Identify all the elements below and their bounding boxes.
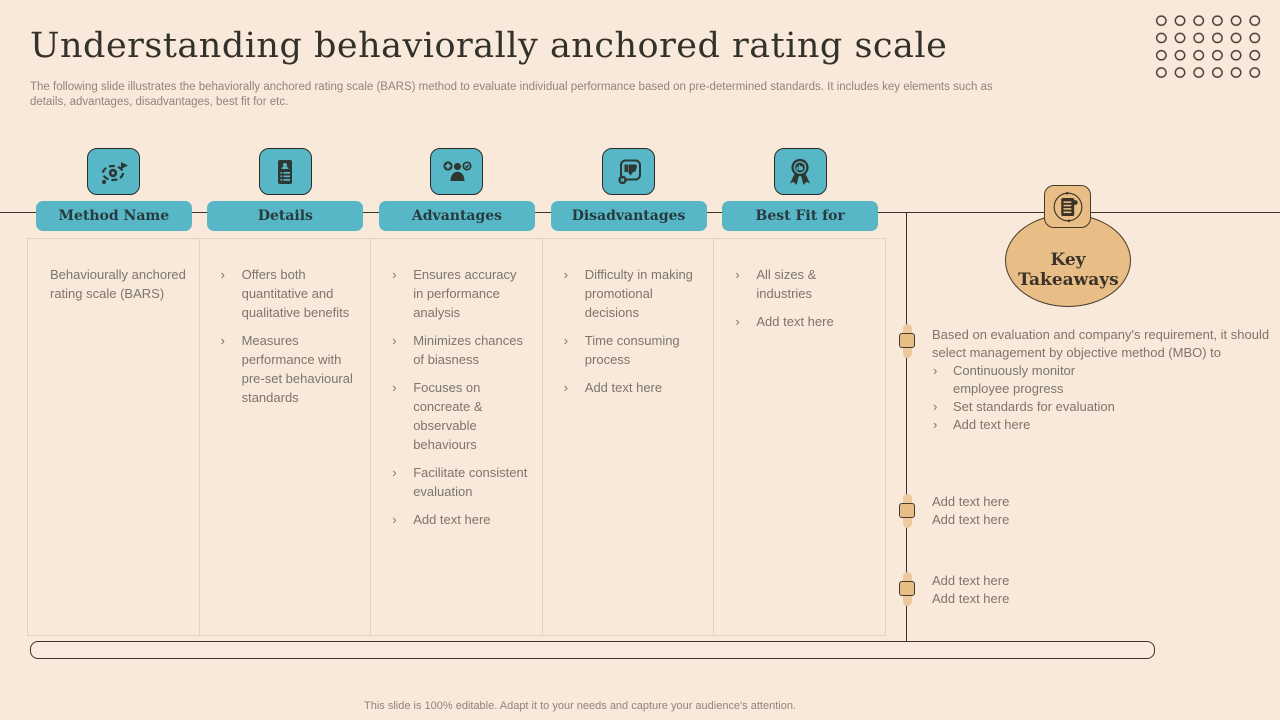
timeline-vertical-line [906, 213, 907, 642]
best-fit-award-icon [773, 148, 827, 195]
takeaway-line[interactable]: Add text here [932, 591, 1010, 606]
takeaway-line[interactable]: Add text here [932, 512, 1010, 527]
column-head-advantages: Advantages [371, 148, 543, 231]
cell-advantages: Ensures accuracy in performance analysis… [371, 239, 543, 635]
disadvantage-item[interactable]: Add text here [555, 378, 702, 397]
takeaway-intro: Based on evaluation and company's requir… [932, 327, 1270, 360]
column-header-method-name[interactable]: Method Name [35, 201, 192, 231]
disadvantages-thumbs-down-icon [602, 148, 656, 195]
bars-comparison-table: Behaviourally anchored rating scale (BAR… [27, 238, 886, 636]
cell-method-name: Behaviourally anchored rating scale (BAR… [28, 239, 200, 635]
column-header-advantages[interactable]: Advantages [378, 201, 535, 231]
takeaway-line[interactable]: Add text here [932, 494, 1010, 509]
takeaway-bullet: Continuously monitor employee progress [932, 362, 1270, 398]
takeaway-bullet: Set standards for evaluation [932, 398, 1270, 416]
advantage-item: Facilitate consistent evaluation [383, 463, 530, 501]
cell-disadvantages: Difficulty in making promotional decisio… [543, 239, 715, 635]
advantages-person-icon [430, 148, 484, 195]
detail-item: Measures performance with pre-set behavi… [212, 331, 359, 407]
column-header-disadvantages[interactable]: Disadvantages [550, 201, 707, 231]
disadvantage-item: Difficulty in making promotional decisio… [555, 265, 702, 322]
column-header-details[interactable]: Details [207, 201, 364, 231]
advantage-item: Ensures accuracy in performance analysis [383, 265, 530, 322]
disadvantage-item: Time consuming process [555, 331, 702, 369]
takeaway-bullet[interactable]: Add text here [932, 416, 1270, 434]
key-takeaways-circle: Key Takeaways [1005, 214, 1131, 307]
column-head-method: Method Name [28, 148, 200, 231]
cell-best-fit-for: All sizes & industries Add text here [714, 239, 885, 635]
slide-subtitle: The following slide illustrates the beha… [30, 81, 993, 108]
takeaway-section-1: Based on evaluation and company's requir… [932, 326, 1270, 434]
best-fit-item[interactable]: Add text here [726, 312, 873, 331]
method-name-value: Behaviourally anchored rating scale (BAR… [50, 267, 186, 301]
takeaway-section-2: Add text here Add text here [932, 493, 1270, 529]
column-head-disadvantages: Disadvantages [543, 148, 715, 231]
key-takeaways-title: Key Takeaways [1018, 249, 1119, 290]
bottom-scroll-bar[interactable] [30, 641, 1155, 659]
decorative-dots-grid [1152, 12, 1264, 81]
page-title: Understanding behaviorally anchored rati… [30, 26, 948, 66]
advantage-item: Minimizes chances of biasness [383, 331, 530, 369]
advantage-item[interactable]: Add text here [383, 510, 530, 529]
details-document-icon [258, 148, 312, 195]
column-head-details: Details [200, 148, 372, 231]
best-fit-item: All sizes & industries [726, 265, 873, 303]
takeaway-line[interactable]: Add text here [932, 573, 1010, 588]
process-cycle-icon [87, 148, 141, 195]
takeaway-section-3: Add text here Add text here [932, 572, 1270, 608]
editable-note: This slide is 100% editable. Adapt it to… [364, 700, 796, 712]
column-header-band: Method Name Details [28, 148, 886, 231]
notes-document-icon [1044, 185, 1091, 228]
column-head-best-fit: Best Fit for [714, 148, 886, 231]
cell-details: Offers both quantitative and qualitative… [200, 239, 372, 635]
advantage-item: Focuses on concreate & observable behavi… [383, 378, 530, 454]
detail-item: Offers both quantitative and qualitative… [212, 265, 359, 322]
column-header-best-fit-for[interactable]: Best Fit for [722, 201, 879, 231]
